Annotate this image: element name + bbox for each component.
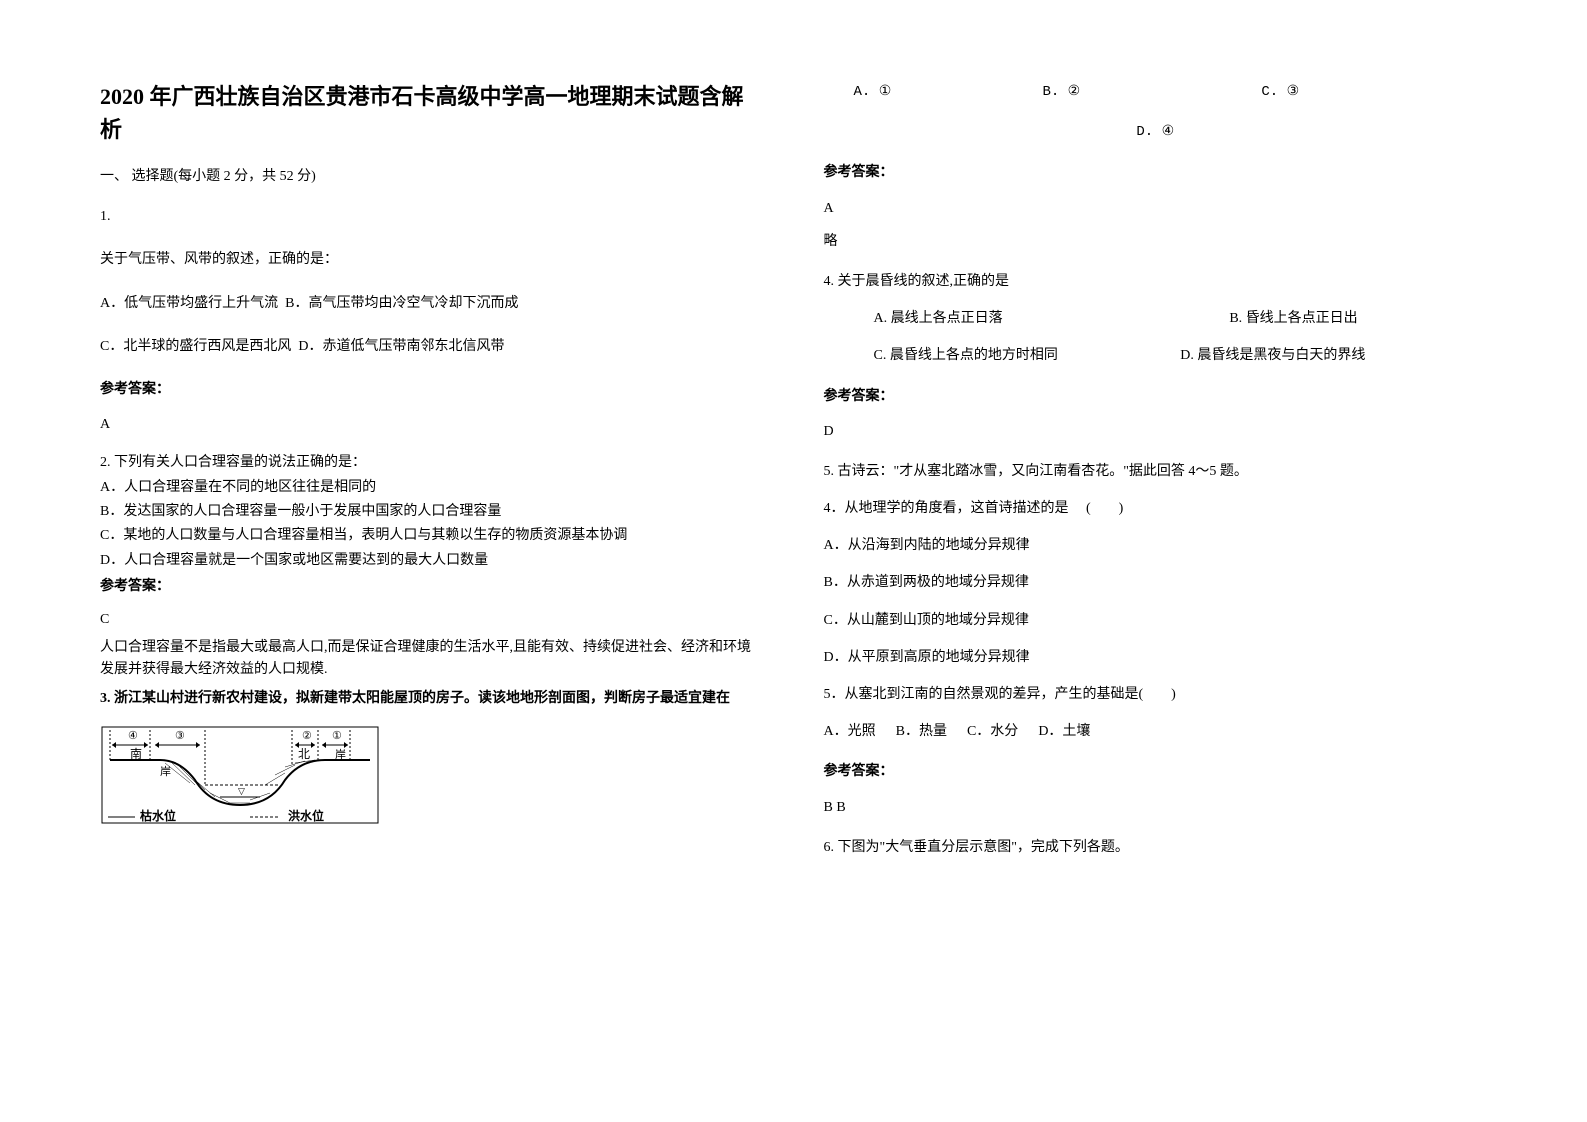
right-column: A. ① B. ② C. ③ D. ④ 参考答案： A 略 4. 关于晨昏线的叙… <box>824 80 1488 878</box>
q5-sub4-text: 4．从地理学的角度看，这首诗描述的是 ( ) <box>824 496 1488 521</box>
q3-options-d: D. ④ <box>824 120 1488 145</box>
q4-opt-a: A. 晨线上各点正日落 <box>874 306 1230 331</box>
q1-opt-c: C．北半球的盛行西风是西北风 <box>100 339 291 354</box>
label-high-water: 洪水位 <box>288 808 324 823</box>
section-header: 一、 选择题(每小题 2 分，共 52 分) <box>100 164 764 189</box>
q5-sub5-text: 5．从塞北到江南的自然景观的差异，产生的基础是( ) <box>824 682 1488 707</box>
q2-num: 2. <box>100 455 114 470</box>
q2-opt-b: B．发达国家的人口合理容量一般小于发展中国家的人口合理容量 <box>100 501 764 523</box>
q6-text: 6. 下图为"大气垂直分层示意图"，完成下列各题。 <box>824 835 1488 860</box>
q5-sub5-a: A．光照 <box>824 719 876 744</box>
q1-answer-header: 参考答案： <box>100 377 764 402</box>
q2-opt-a: A．人口合理容量在不同的地区往往是相同的 <box>100 477 764 499</box>
q2-text: 2. 下列有关人口合理容量的说法正确的是： <box>100 452 764 474</box>
q4-opt-b: B. 昏线上各点正日出 <box>1229 306 1357 331</box>
q1-answer: A <box>100 412 764 437</box>
left-column: 2020 年广西壮族自治区贵港市石卡高级中学高一地理期末试题含解析 一、 选择题… <box>100 80 764 878</box>
marker-1: ① <box>332 730 342 742</box>
q3-opt-d: D. ④ <box>1136 120 1174 145</box>
q5-sub5-b: B．热量 <box>896 719 947 744</box>
q3-answer-header: 参考答案： <box>824 160 1488 185</box>
exam-title: 2020 年广西壮族自治区贵港市石卡高级中学高一地理期末试题含解析 <box>100 80 764 146</box>
q2-answer-header: 参考答案： <box>100 574 764 599</box>
q4-answer: D <box>824 419 1488 444</box>
marker-2: ② <box>302 730 312 742</box>
q2-explanation: 人口合理容量不是指最大或最高人口,而是保证合理健康的生活水平,且能有效、持续促进… <box>100 637 764 682</box>
q3-opt-c: C. ③ <box>1261 80 1480 105</box>
q5-answer-header: 参考答案： <box>824 759 1488 784</box>
q3-options-abc: A. ① B. ② C. ③ <box>824 80 1488 105</box>
q1-opt-b: B．高气压带均由冷空气冷却下沉而成 <box>285 296 518 311</box>
label-bank2: 岸 <box>335 748 346 761</box>
q3-opt-a: A. ① <box>824 80 1043 105</box>
label-north: 北 <box>298 747 310 761</box>
q5-sub4-c: C．从山麓到山顶的地域分异规律 <box>824 608 1488 633</box>
label-bank1: 岸 <box>160 765 171 778</box>
q4-opt-d: D. 晨昏线是黑夜与白天的界线 <box>1180 343 1365 368</box>
q5-sub5-options: A．光照 B．热量 C．水分 D．土壤 <box>824 719 1488 744</box>
q4-options-ab: A. 晨线上各点正日落 B. 昏线上各点正日出 <box>824 306 1488 331</box>
q2-answer: C <box>100 609 764 631</box>
q1-opt-a: A．低气压带均盛行上升气流 <box>100 296 278 311</box>
q2-question: 下列有关人口合理容量的说法正确的是： <box>114 455 366 470</box>
q4-text: 4. 关于晨昏线的叙述,正确的是 <box>824 269 1488 294</box>
label-south: 南 <box>130 746 142 761</box>
q4-opt-c: C. 晨昏线上各点的地方时相同 <box>874 343 1181 368</box>
marker-3: ③ <box>175 730 185 742</box>
q3-text: 3. 浙江某山村进行新农村建设，拟新建带太阳能屋顶的房子。读该地地形剖面图，判断… <box>100 687 764 711</box>
q3-opt-b: B. ② <box>1042 80 1261 105</box>
q3-answer: A <box>824 196 1488 221</box>
q3-note: 略 <box>824 229 1488 254</box>
q5-sub5-d: D．土壤 <box>1038 719 1090 744</box>
q5-intro: 5. 古诗云："才从塞北踏冰雪，又向江南看杏花。"据此回答 4～5 题。 <box>824 459 1488 484</box>
q1-number: 1. <box>100 204 764 229</box>
q4-answer-header: 参考答案： <box>824 384 1488 409</box>
q1-options-cd: C．北半球的盛行西风是西北风 D．赤道低气压带南邻东北信风带 <box>100 334 764 359</box>
q2-opt-c: C．某地的人口数量与人口合理容量相当，表明人口与其赖以生存的物质资源基本协调 <box>100 525 764 547</box>
marker-4: ④ <box>128 730 138 742</box>
q2-opt-d: D．人口合理容量就是一个国家或地区需要达到的最大人口数量 <box>100 550 764 572</box>
q5-sub5-c: C．水分 <box>967 719 1018 744</box>
q1-text: 关于气压带、风带的叙述，正确的是： <box>100 247 764 272</box>
terrain-diagram: ④ ③ ② ① 南 岸 北 <box>100 725 380 825</box>
q4-options-cd: C. 晨昏线上各点的地方时相同 D. 晨昏线是黑夜与白天的界线 <box>824 343 1488 368</box>
q1-opt-d: D．赤道低气压带南邻东北信风带 <box>298 339 504 354</box>
page-container: 2020 年广西壮族自治区贵港市石卡高级中学高一地理期末试题含解析 一、 选择题… <box>100 80 1487 878</box>
q5-sub4-a: A．从沿海到内陆的地域分异规律 <box>824 533 1488 558</box>
q5-sub4-b: B．从赤道到两极的地域分异规律 <box>824 570 1488 595</box>
q5-sub4-d: D．从平原到高原的地域分异规律 <box>824 645 1488 670</box>
q5-answer: B B <box>824 795 1488 820</box>
label-low-water: 枯水位 <box>140 808 176 823</box>
q1-options-ab: A．低气压带均盛行上升气流 B．高气压带均由冷空气冷却下沉而成 <box>100 291 764 316</box>
svg-text:▽: ▽ <box>238 786 245 796</box>
